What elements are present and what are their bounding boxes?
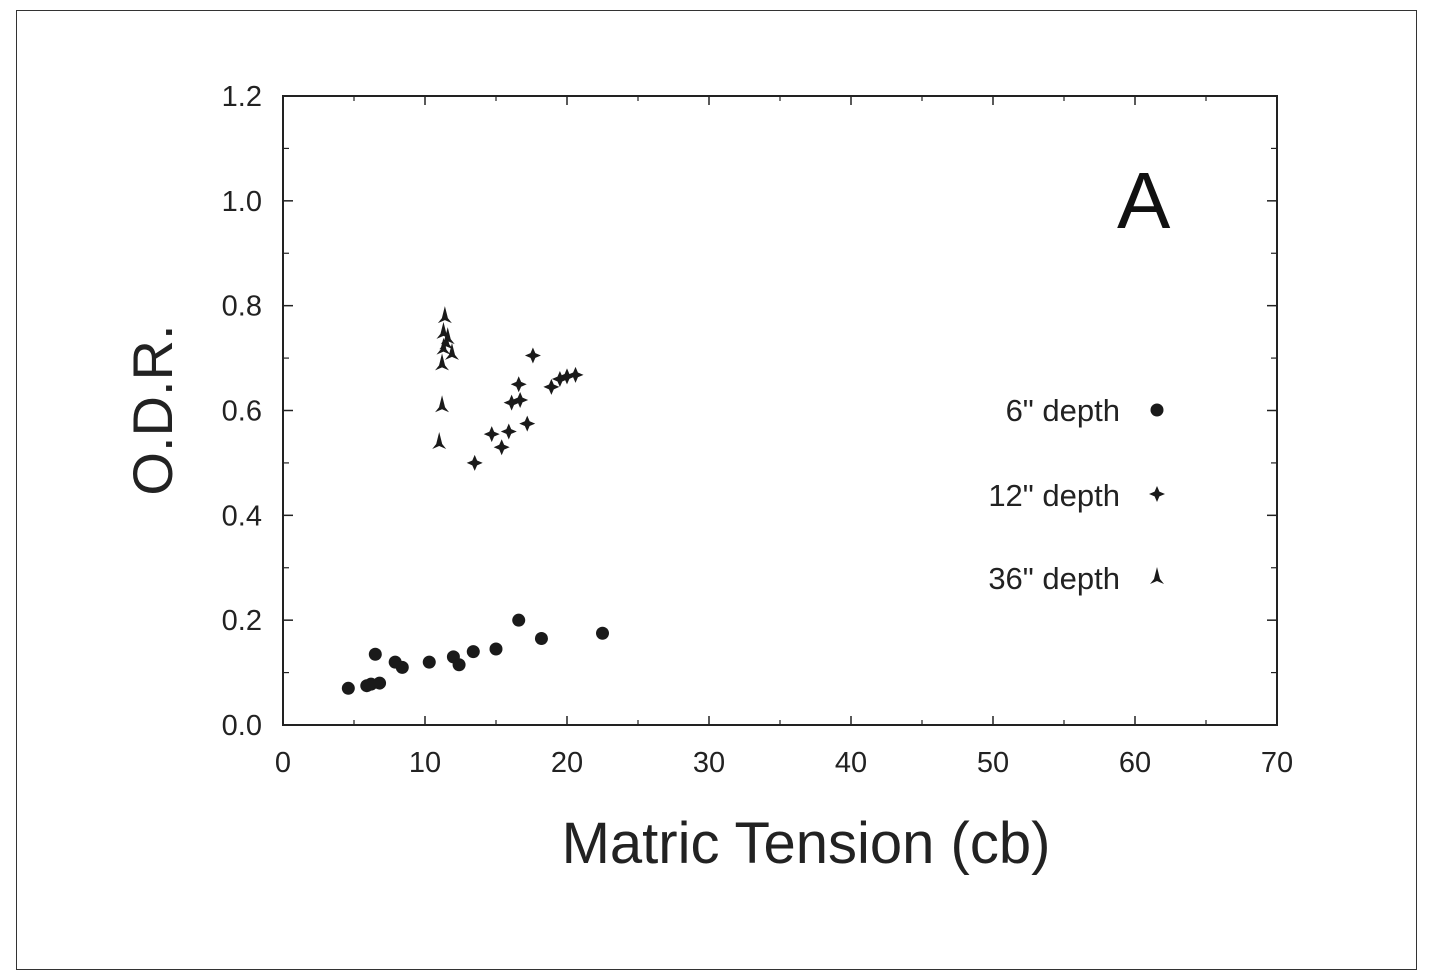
point-6in-depth (512, 613, 526, 627)
point-12in-depth (512, 392, 529, 409)
point-6in-depth (596, 626, 609, 640)
legend-label-36in: 36" depth (988, 561, 1120, 596)
point-6in-depth (368, 647, 382, 661)
point-12in-depth (524, 347, 541, 364)
axis-ticks (282, 95, 1278, 726)
point-12in-depth (483, 426, 500, 443)
axis-tick-labels: 0 10 20 30 40 50 60 70 0.0 0.2 0.4 0.6 0.8 1.0 1.2 (222, 81, 1293, 779)
point-12in-depth (567, 366, 584, 383)
legend-marker-shape (1150, 567, 1164, 584)
y-tick-label: 0.2 (222, 605, 262, 637)
x-tick-label: 10 (409, 747, 441, 779)
point-12in-depth (493, 439, 510, 456)
point-36in-depth (432, 431, 447, 449)
point-36in-depth (435, 353, 450, 371)
point-36in-depth (437, 306, 452, 324)
legend-marker-shape (1149, 486, 1165, 502)
legend-marker-shape (1150, 403, 1164, 417)
point-36in-depth (440, 327, 455, 345)
point-12in-depth (543, 378, 560, 395)
legend-label-6in: 6" depth (1006, 393, 1120, 428)
y-axis-title: O.D.R. (121, 324, 184, 495)
y-tick-label: 1.0 (222, 186, 262, 218)
point-6in-depth (466, 645, 480, 659)
legend-label-12in: 12" depth (988, 478, 1120, 513)
point-12in-depth (551, 371, 568, 388)
point-12in-depth (500, 423, 517, 440)
point-12in-depth (510, 376, 527, 393)
x-tick-label: 20 (551, 747, 583, 779)
point-12in-depth (519, 415, 536, 432)
panel-letter: A (1117, 156, 1171, 245)
y-tick-label: 0.4 (222, 500, 262, 532)
legend-marker-star (1149, 486, 1165, 502)
x-tick-label: 40 (835, 747, 867, 779)
y-tick-label: 1.2 (222, 81, 262, 113)
legend: 6" depth 12" depth 36" depth (988, 393, 1165, 596)
y-tick-label: 0.8 (222, 291, 262, 323)
x-tick-label: 60 (1119, 747, 1151, 779)
legend-marker-triangle (1150, 567, 1164, 584)
data-points (341, 306, 609, 695)
x-axis-title: Matric Tension (cb) (562, 811, 1051, 876)
x-tick-label: 0 (275, 747, 291, 779)
point-36in-depth (435, 395, 450, 413)
point-12in-depth (559, 368, 575, 385)
point-6in-depth (534, 632, 548, 646)
point-6in-depth (489, 642, 503, 656)
point-6in-depth (341, 681, 355, 695)
x-tick-label: 50 (977, 747, 1009, 779)
point-12in-depth (503, 394, 520, 411)
point-6in-depth (452, 658, 466, 672)
y-tick-label: 0.6 (222, 396, 262, 428)
point-6in-depth (422, 655, 436, 669)
legend-marker-circle (1150, 403, 1164, 417)
point-12in-depth (466, 454, 483, 471)
point-6in-depth (373, 676, 387, 690)
x-tick-label: 70 (1261, 747, 1293, 779)
point-6in-depth (395, 660, 409, 674)
x-tick-label: 30 (693, 747, 725, 779)
point-36in-depth (444, 342, 459, 360)
y-tick-label: 0.0 (222, 710, 262, 742)
